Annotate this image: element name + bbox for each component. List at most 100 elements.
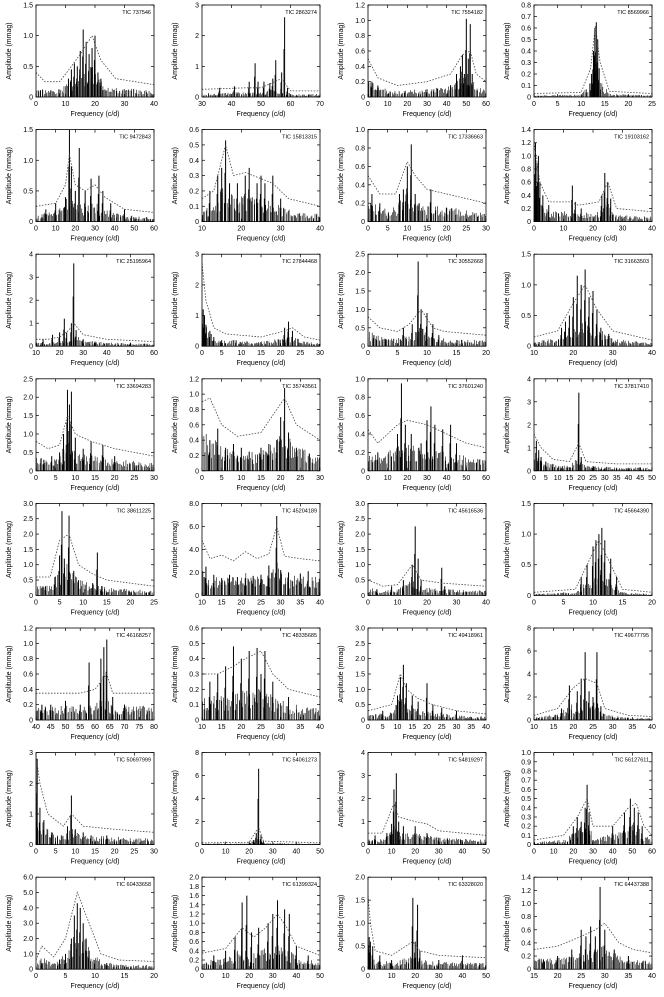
plot-area: [534, 22, 652, 97]
y-axis-label: Amplitude (mmag): [172, 521, 179, 578]
x-tick-label: 30: [609, 350, 617, 357]
x-tick-label: 20: [56, 350, 64, 357]
x-tick-label: 20: [569, 350, 577, 357]
y-tick-label: 1.5: [23, 127, 33, 134]
x-tick-label: 80: [150, 724, 158, 731]
y-tick-label: 1.0: [521, 153, 531, 160]
y-tick-label: 2.5: [355, 516, 365, 523]
y-tick-label: 0.4: [521, 805, 531, 812]
panel-title: TIC 56127611: [615, 758, 649, 764]
plot-area: [368, 18, 486, 97]
y-axis-label: Amplitude (mmag): [6, 147, 13, 204]
plot-area: [36, 263, 154, 347]
x-tick-label: 40: [482, 724, 490, 731]
plot-frame: [533, 253, 653, 347]
panel-title: TIC 17336663: [448, 135, 483, 141]
x-tick-label: 40: [32, 724, 40, 731]
x-tick-label: 30: [453, 599, 461, 606]
plot-area: [36, 639, 154, 720]
x-tick-label: 35: [613, 475, 621, 482]
y-tick-label: 1.2: [23, 626, 33, 633]
y-tick-label: 0.6: [355, 164, 365, 171]
panel-title: TIC 38611225: [117, 508, 151, 514]
x-tick-label: 20: [569, 724, 577, 731]
plot-frame: [367, 752, 487, 845]
x-tick-label: 40: [228, 101, 236, 108]
y-axis-label: Amplitude (mmag): [6, 22, 13, 79]
x-tick-label: 20: [403, 475, 411, 482]
y-tick-label: 4: [527, 376, 531, 383]
x-tick-label: 60: [150, 350, 158, 357]
threshold-curve: [368, 160, 486, 204]
x-tick-label: 75: [135, 724, 143, 731]
periodogram-panel: 0 5 10 15 20 25 30 35 40 0 0.5 1.0 1.5 2.0 2.5 3.0 TIC 4…: [338, 626, 490, 742]
y-tick-label: 0.5: [23, 188, 33, 195]
x-tick-label: 10: [198, 226, 206, 233]
x-tick-label: 20: [411, 849, 419, 856]
y-tick-label: 0.8: [521, 769, 531, 776]
x-tick-label: 15: [423, 226, 431, 233]
y-tick-label: 1.5: [355, 289, 365, 296]
x-tick-label: 20: [237, 599, 245, 606]
y-tick-label: 0.3: [521, 60, 531, 67]
x-tick-label: 40: [443, 475, 451, 482]
x-tick-label: 50: [648, 475, 656, 482]
x-tick-label: 0: [532, 475, 536, 482]
y-tick-label: 0: [527, 468, 531, 475]
plot-area: [534, 142, 652, 222]
periodogram-panel: 0 5 10 15 20 25 30 35 40 45 50 0 1 2 3 4 TIC 37817410 Fre…: [504, 376, 656, 492]
y-tick-label: 1.0: [189, 392, 199, 399]
x-axis-label: Frequency (c/d): [402, 111, 451, 118]
x-tick-label: 25: [589, 475, 597, 482]
threshold-curve: [368, 672, 486, 715]
x-axis-label: Frequency (c/d): [236, 236, 285, 243]
y-tick-label: 0: [361, 95, 365, 102]
y-tick-label: 2: [195, 819, 199, 826]
y-tick-label: 3: [195, 252, 199, 259]
y-tick-label: 0.6: [355, 413, 365, 420]
y-tick-label: 0.5: [521, 313, 531, 320]
plot-frame: [35, 502, 155, 596]
x-tick-label: 30: [482, 226, 490, 233]
x-tick-label: 25: [150, 599, 158, 606]
x-tick-label: 60: [287, 101, 295, 108]
x-tick-label: 0: [366, 226, 370, 233]
x-axis-label: Frequency (c/d): [402, 859, 451, 866]
x-tick-label: 20: [91, 101, 99, 108]
plot-area: [36, 891, 154, 970]
y-tick-label: 0.2: [521, 206, 531, 213]
threshold-curve: [202, 263, 320, 341]
panel-title: TIC 25195964: [116, 259, 151, 265]
x-tick-label: 5: [386, 226, 390, 233]
plot-area: [36, 29, 154, 97]
y-axis-label: Amplitude (mmag): [504, 147, 511, 204]
y-tick-label: 6.0: [189, 524, 199, 531]
x-tick-label: 30: [150, 475, 158, 482]
periodogram-panel: 0 5 10 15 20 25 0 0.5 1.0 1.5 2.0 2.5 3.0 TIC 3861122…: [6, 501, 158, 617]
y-tick-label: 1: [29, 811, 33, 818]
plot-area: [36, 389, 154, 471]
x-tick-label: 25: [130, 475, 138, 482]
x-tick-label: 10: [403, 226, 411, 233]
x-axis-label: Frequency (c/d): [568, 609, 617, 616]
plot-area: [368, 664, 486, 720]
x-tick-label: 5: [220, 350, 224, 357]
x-tick-label: 10: [423, 350, 431, 357]
y-tick-label: 1.5: [355, 547, 365, 554]
x-tick-label: 10: [560, 226, 568, 233]
plot-area: [36, 511, 154, 596]
y-tick-label: 0.4: [355, 64, 365, 71]
y-axis-label: Amplitude (mmag): [504, 22, 511, 79]
x-tick-label: 10: [550, 849, 558, 856]
x-tick-label: 20: [482, 350, 490, 357]
periodogram-panel: 0 5 10 15 20 25 0 0.1 0.2 0.3 0.4 0.5 0.6 0.7 0.8 TIC 8…: [504, 3, 656, 119]
x-tick-label: 0: [200, 475, 204, 482]
y-tick-label: 0.3: [189, 173, 199, 180]
x-tick-label: 5: [220, 475, 224, 482]
x-tick-label: 30: [316, 350, 324, 357]
y-tick-label: 0: [527, 718, 531, 725]
y-axis-label: Amplitude (mmag): [6, 272, 13, 329]
x-tick-label: 25: [438, 724, 446, 731]
x-tick-label: 30: [91, 226, 99, 233]
y-tick-label: 2: [195, 33, 199, 40]
